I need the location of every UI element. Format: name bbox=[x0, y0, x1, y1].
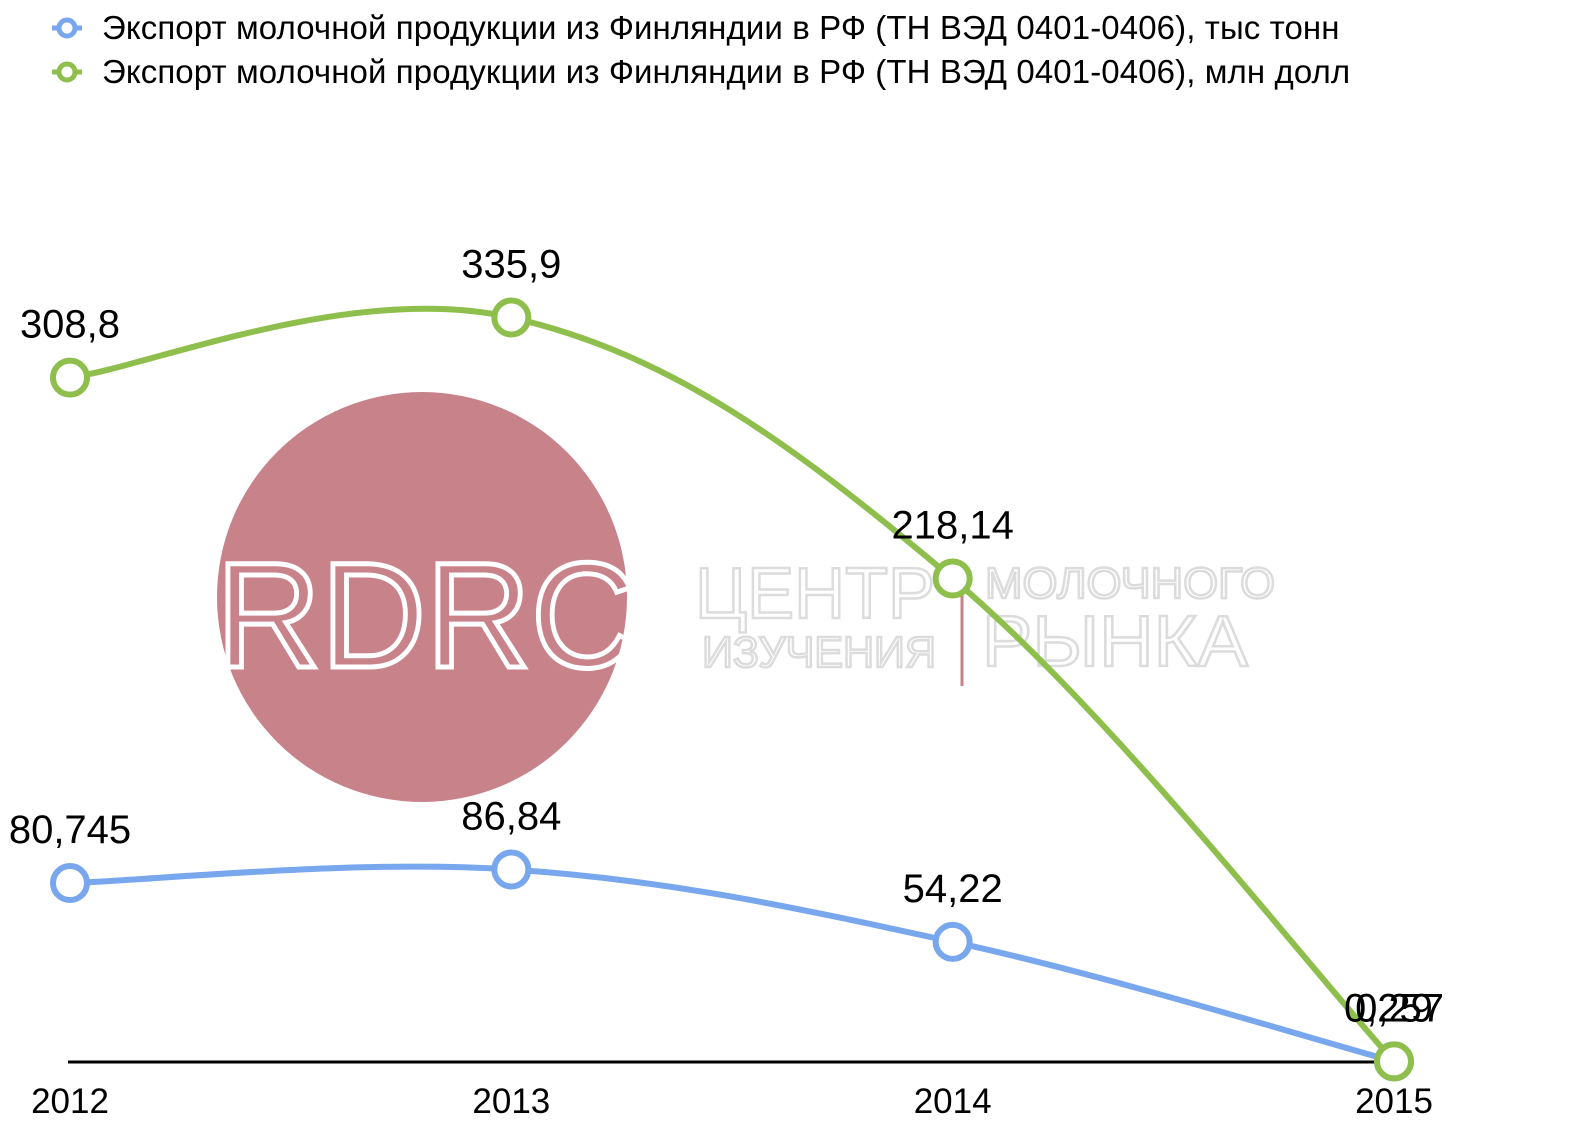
data-label-1-1: 335,9 bbox=[461, 243, 561, 287]
legend-item-dollars: Экспорт молочной продукции из Финляндии … bbox=[52, 50, 1350, 94]
data-label-0-2: 54,22 bbox=[903, 867, 1003, 911]
series-line-1 bbox=[67, 305, 1397, 1065]
legend-item-tonnes: Экспорт молочной продукции из Финляндии … bbox=[52, 6, 1350, 50]
series-layer bbox=[50, 297, 1414, 1082]
series-line-0 bbox=[67, 863, 1397, 1065]
data-point-0-0 bbox=[50, 863, 90, 904]
data-label-0-1: 86,84 bbox=[461, 795, 561, 839]
watermark-text-3: МОЛОЧНОГО bbox=[985, 559, 1275, 608]
data-point-1-1 bbox=[491, 297, 532, 338]
watermark-logo-circle bbox=[217, 392, 627, 802]
watermark-text-2: ИЗУЧЕНИЯ bbox=[702, 628, 936, 677]
legend-label-tonnes: Экспорт молочной продукции из Финляндии … bbox=[102, 9, 1340, 46]
x-tick-layer: 2012 2013 2014 2015 bbox=[31, 1082, 1433, 1121]
data-label-1-0: 308,8 bbox=[20, 303, 120, 347]
x-tick-label-3: 2015 bbox=[1355, 1082, 1433, 1121]
data-point-0-2 bbox=[932, 921, 973, 962]
data-label-1-3: 0,29 bbox=[1355, 986, 1433, 1030]
watermark-logo-text: RDRC bbox=[216, 531, 636, 699]
data-point-0-1 bbox=[491, 849, 532, 890]
data-point-1-3 bbox=[1374, 1041, 1414, 1082]
data-point-1-2 bbox=[932, 558, 973, 599]
legend-marker-tonnes bbox=[52, 17, 82, 39]
data-label-1-2: 218,14 bbox=[891, 504, 1013, 548]
x-tick-label-0: 2012 bbox=[31, 1082, 109, 1121]
legend-label-dollars: Экспорт молочной продукции из Финляндии … bbox=[102, 53, 1351, 90]
x-tick-label-1: 2013 bbox=[472, 1082, 550, 1121]
data-label-layer: 80,745 86,84 54,22 0,257 308,8 335,9 218,14 0,2… bbox=[9, 243, 1444, 1031]
watermark: RDRC ЦЕНТР ИЗУЧЕНИЯ МОЛОЧНОГО РЫНКА bbox=[214, 392, 1276, 802]
data-point-1-0 bbox=[50, 357, 90, 398]
watermark-text-1: ЦЕНТР bbox=[695, 554, 935, 634]
data-label-0-3: 0,257 bbox=[1344, 986, 1444, 1030]
data-label-0-0: 80,745 bbox=[9, 808, 131, 852]
chart-legend: Экспорт молочной продукции из Финляндии … bbox=[52, 6, 1350, 94]
legend-marker-dollars bbox=[52, 61, 82, 83]
x-tick-label-2: 2014 bbox=[914, 1082, 992, 1121]
